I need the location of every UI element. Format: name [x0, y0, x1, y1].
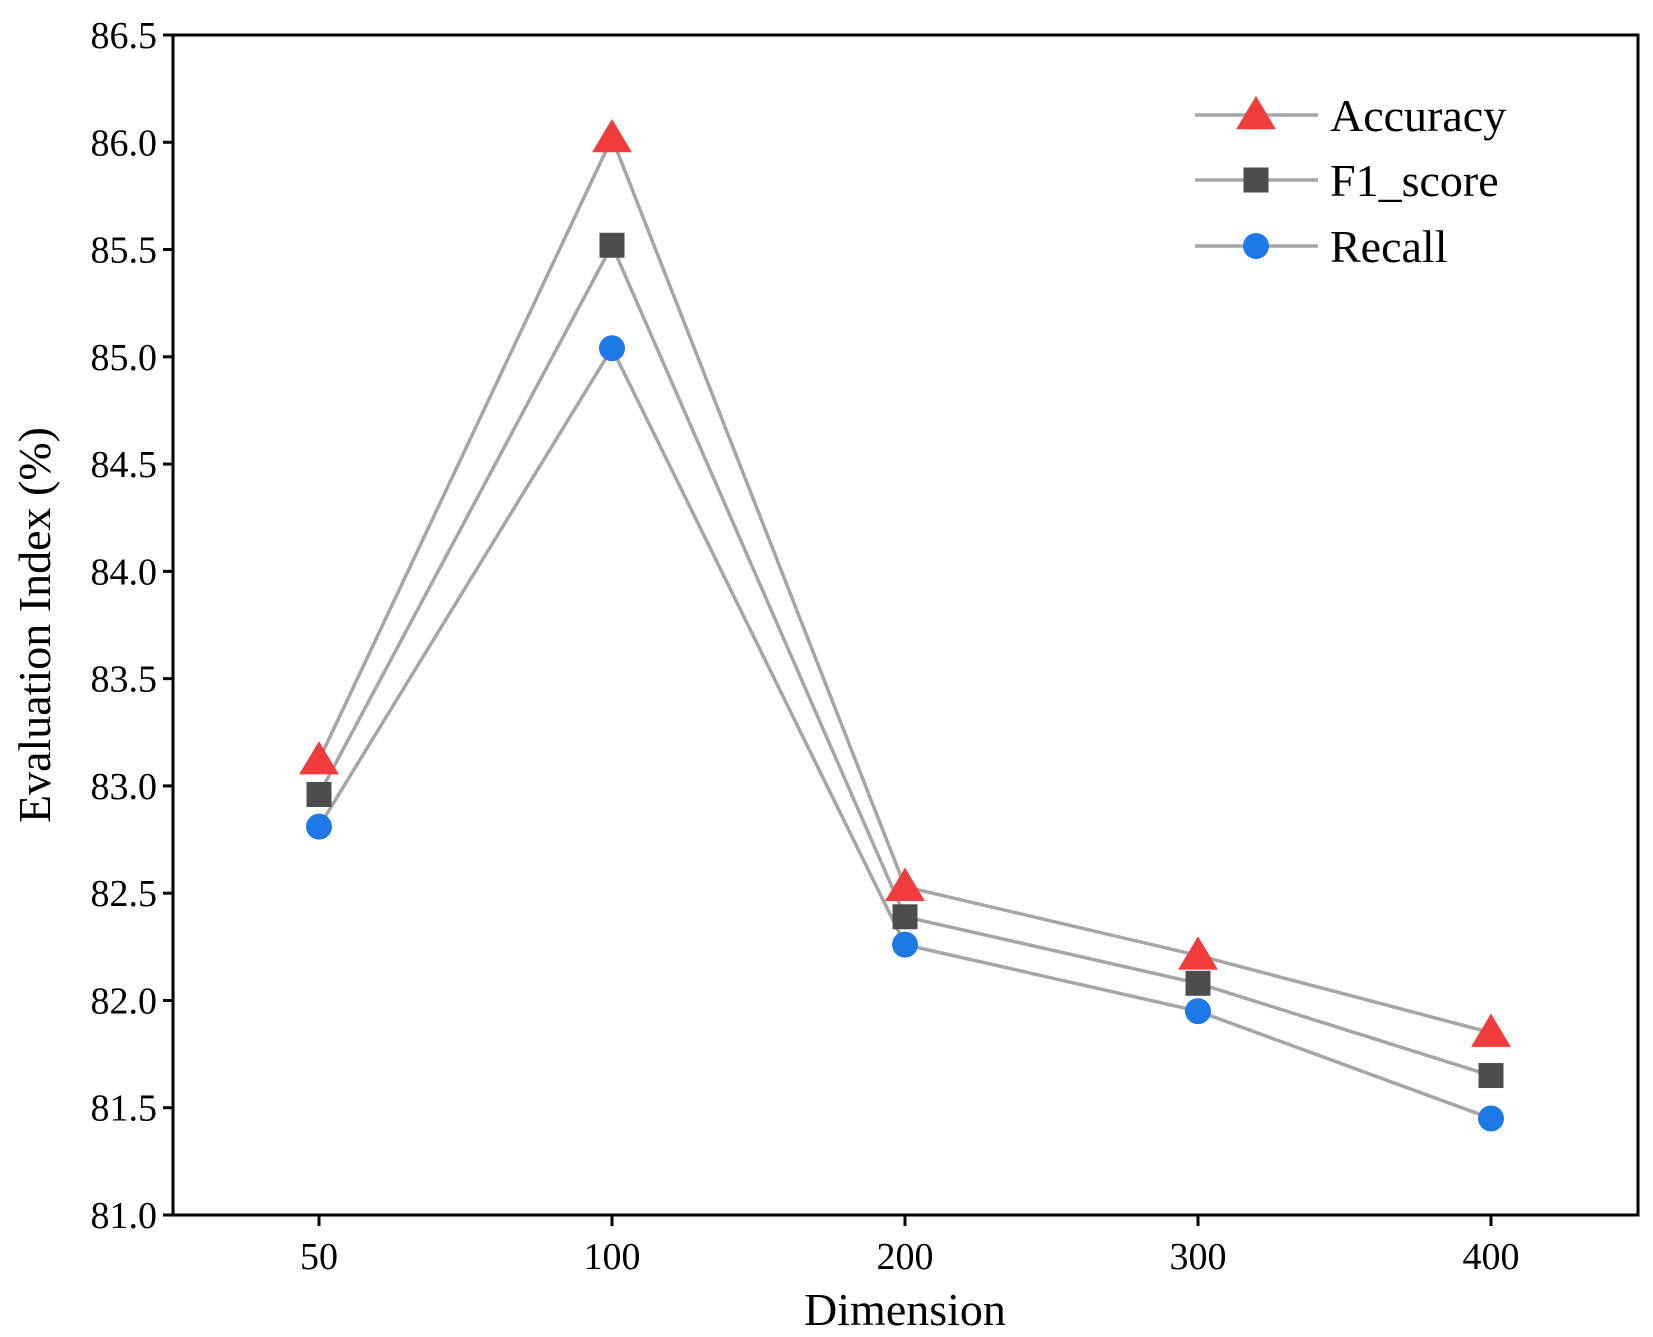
recall-point — [892, 931, 918, 958]
legend: Accuracy F1_score Recall — [1195, 90, 1506, 272]
y-tick-label: 81.0 — [91, 1195, 158, 1237]
axis-ticks — [163, 33, 1493, 1226]
f1-score-point — [1478, 1063, 1504, 1089]
recall-point — [1478, 1105, 1504, 1132]
f1-score-point — [306, 781, 332, 807]
legend-f1-score-label: F1_score — [1330, 155, 1499, 206]
x-axis-tick-labels: 50 100 200 300 400 — [300, 1236, 1520, 1278]
recall-point — [306, 813, 332, 840]
accuracy-point — [1471, 1013, 1511, 1047]
y-axis-tick-labels: 81.0 81.5 82.0 82.5 83.0 83.5 84.0 84.5 85.0 85.5… — [91, 15, 158, 1237]
y-tick-label: 84.5 — [91, 444, 158, 486]
y-tick-label: 81.5 — [91, 1088, 158, 1130]
plot-frame — [171, 33, 1640, 1217]
x-tick-label: 400 — [1463, 1236, 1520, 1278]
y-tick-label: 85.0 — [91, 337, 158, 379]
x-tick-label: 100 — [584, 1236, 641, 1278]
accuracy-point — [592, 118, 632, 153]
f1-score-point — [892, 904, 918, 930]
y-tick-label: 85.5 — [91, 230, 158, 272]
legend-f1-score-marker — [1243, 167, 1269, 193]
y-tick-label: 83.0 — [91, 766, 158, 808]
accuracy-point — [299, 741, 339, 775]
recall-point — [1185, 998, 1211, 1025]
y-tick-label: 82.5 — [91, 873, 158, 915]
f1-score-point — [599, 232, 625, 258]
x-tick-label: 50 — [300, 1236, 338, 1278]
y-tick-label: 82.0 — [91, 980, 158, 1022]
x-axis-title: Dimension — [804, 1284, 1006, 1335]
accuracy-point — [1178, 936, 1218, 970]
series-lines — [317, 133, 1492, 1121]
legend-accuracy-label: Accuracy — [1330, 90, 1506, 141]
series-markers — [299, 118, 1511, 1132]
y-tick-label: 84.0 — [91, 551, 158, 593]
y-tick-label: 86.0 — [91, 122, 158, 164]
f1-score-point — [1185, 970, 1211, 996]
legend-recall-marker — [1243, 233, 1269, 259]
x-tick-label: 200 — [877, 1236, 934, 1278]
recall-point — [599, 335, 625, 362]
y-axis-title: Evaluation Index (%) — [9, 427, 60, 823]
accuracy-point — [885, 867, 925, 901]
legend-recall-label: Recall — [1330, 221, 1448, 272]
y-tick-label: 86.5 — [91, 15, 158, 57]
y-tick-label: 83.5 — [91, 659, 158, 701]
legend-accuracy-marker — [1236, 96, 1276, 130]
x-tick-label: 300 — [1170, 1236, 1227, 1278]
